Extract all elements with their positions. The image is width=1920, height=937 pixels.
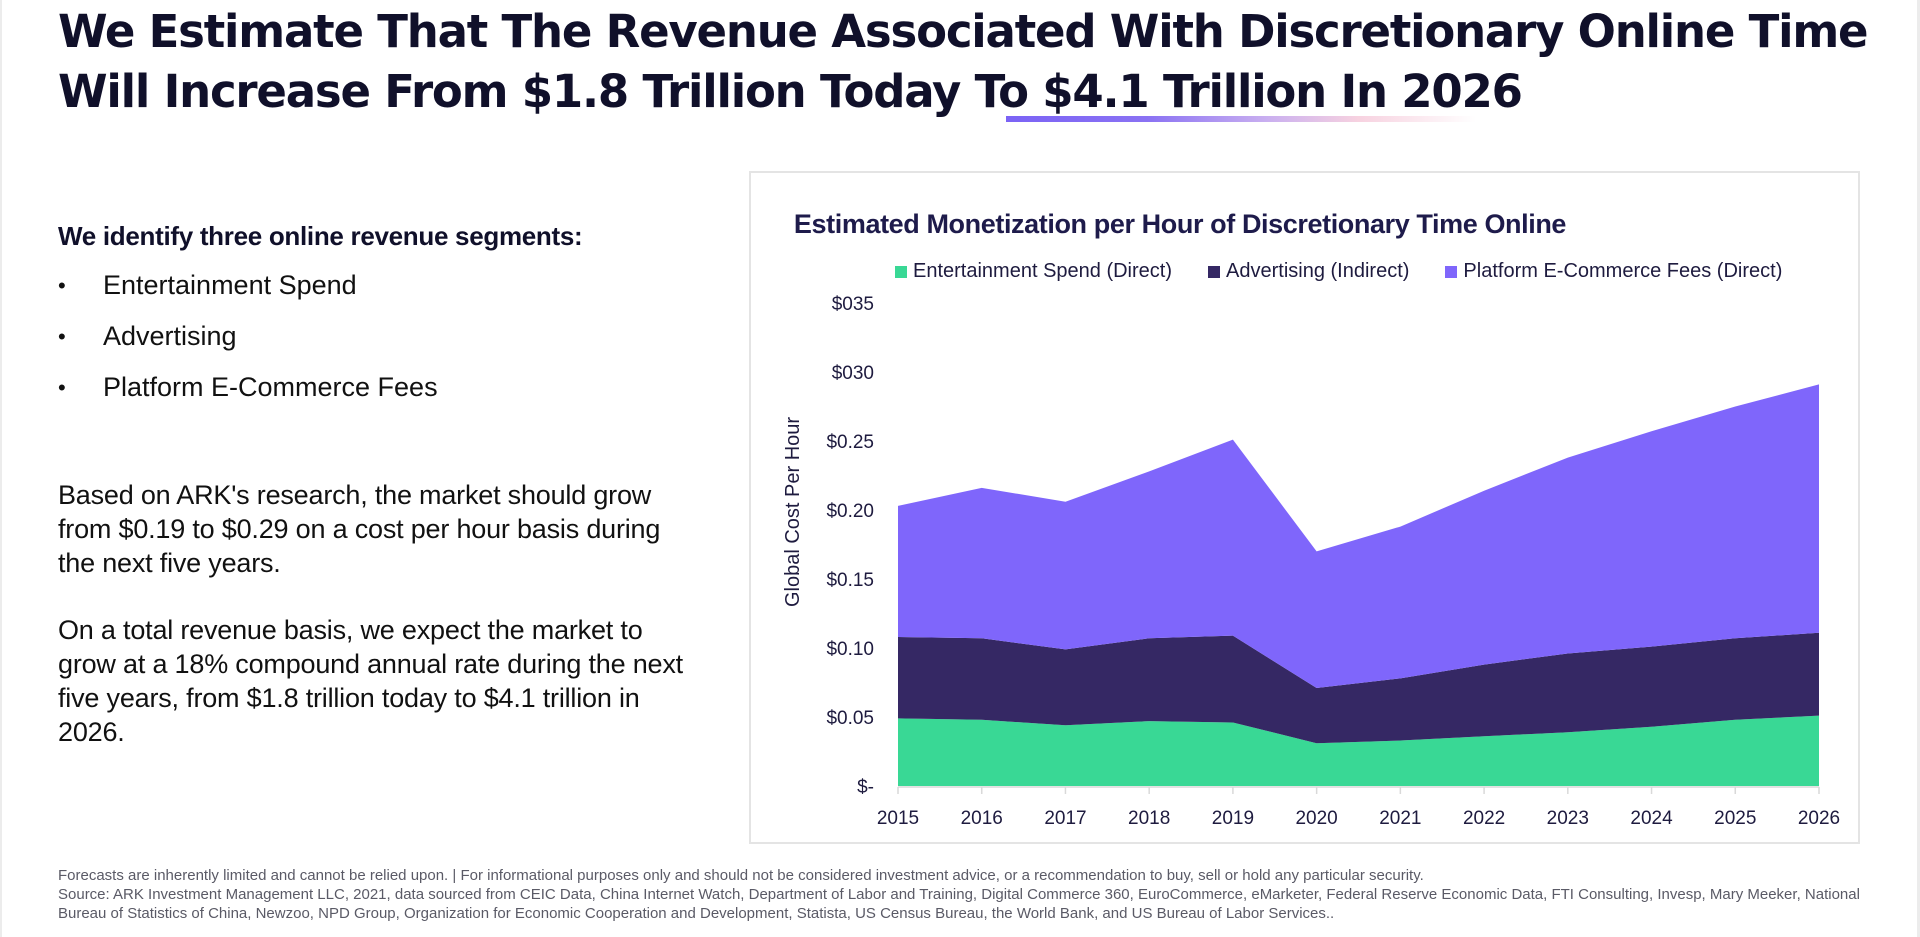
legend-swatch-entertainment: [895, 265, 907, 278]
segment-label: Advertising: [103, 321, 237, 351]
chart-areas: [898, 384, 1819, 786]
bullet-icon: •: [58, 323, 66, 349]
segments-heading: We identify three online revenue segment…: [58, 221, 583, 251]
legend-item-entertainment: Entertainment Spend (Direct): [895, 260, 1172, 283]
research-paragraph: Based on ARK's research, the market shou…: [58, 480, 661, 578]
x-tick-label: 2023: [1547, 808, 1589, 829]
page-headline: We Estimate That The Revenue Associated …: [58, 2, 1878, 122]
y-tick-label: $0.10: [826, 639, 874, 660]
area-series-advertising-indirect: [898, 632, 1819, 744]
segment-item: • Platform E-Commerce Fees: [58, 362, 698, 413]
legend-label: Entertainment Spend (Direct): [913, 260, 1173, 282]
segment-item: • Advertising: [58, 311, 698, 362]
y-axis: $- $0.05 $0.10 $0.15 $0.20 $0.25 $030 $035: [826, 294, 874, 798]
y-tick-label: $035: [832, 294, 874, 315]
x-tick-label: 2019: [1212, 808, 1254, 829]
legend-label: Advertising (Indirect): [1226, 260, 1410, 282]
area-series-entertainment-spend-direct: [898, 715, 1819, 786]
segment-label: Platform E-Commerce Fees: [103, 372, 438, 402]
y-tick-label: $-: [857, 777, 874, 798]
page-border-right: [1917, 0, 1920, 937]
segment-label: Entertainment Spend: [103, 270, 357, 300]
x-tick-label: 2021: [1379, 808, 1421, 829]
footer: Forecasts are inherently limited and can…: [58, 866, 1888, 923]
revenue-paragraph: On a total revenue basis, we expect the …: [58, 615, 683, 747]
legend-item-advertising: Advertising (Indirect): [1208, 260, 1409, 283]
chart-legend: Entertainment Spend (Direct) Advertising…: [895, 260, 1782, 283]
footer-disclaimer: Forecasts are inherently limited and can…: [58, 867, 1424, 884]
x-tick-label: 2018: [1128, 808, 1170, 829]
y-tick-label: $0.20: [826, 501, 874, 522]
x-tick-label: 2020: [1295, 808, 1337, 829]
segments-list: • Entertainment Spend • Advertising • Pl…: [58, 260, 698, 413]
y-tick-label: $0.15: [826, 570, 874, 591]
x-tick-label: 2016: [961, 808, 1003, 829]
x-tick-label: 2024: [1630, 808, 1673, 829]
legend-swatch-advertising: [1208, 265, 1221, 278]
x-tick-label: 2022: [1463, 808, 1505, 829]
legend-swatch-ecommerce: [1445, 265, 1458, 278]
y-axis-title: Global Cost Per Hour: [782, 417, 804, 607]
legend-label: Platform E-Commerce Fees (Direct): [1463, 260, 1783, 282]
legend-item-ecommerce: Platform E-Commerce Fees (Direct): [1445, 260, 1782, 283]
y-tick-label: $0.05: [826, 708, 874, 729]
x-tick-label: 2015: [877, 808, 919, 829]
x-axis: 2015 2016 2017 2018 2019 2020 2021 2022 2023 2024…: [877, 786, 1840, 829]
chart-title: Estimated Monetization per Hour of Discr…: [793, 209, 1567, 239]
segments-section: We identify three online revenue segment…: [58, 216, 698, 413]
footer-source: Source: ARK Investment Management LLC, 2…: [58, 886, 1860, 922]
headline-line-2: Will Increase From $1.8 Trillion Today T…: [58, 65, 1523, 118]
headline-accent-underline: [1006, 116, 1476, 122]
x-tick-label: 2017: [1044, 808, 1086, 829]
segment-item: • Entertainment Spend: [58, 260, 698, 311]
bullet-icon: •: [58, 374, 66, 400]
bullet-icon: •: [58, 272, 66, 298]
x-tick-label: 2025: [1714, 808, 1756, 829]
y-tick-label: $0.25: [826, 432, 874, 453]
x-tick-label: 2026: [1798, 808, 1840, 829]
headline-line-1: We Estimate That The Revenue Associated …: [58, 5, 1869, 58]
page-border-left: [0, 0, 2, 937]
area-series-platform-e-commerce-fees-direct: [898, 384, 1819, 688]
y-tick-label: $030: [832, 363, 874, 384]
